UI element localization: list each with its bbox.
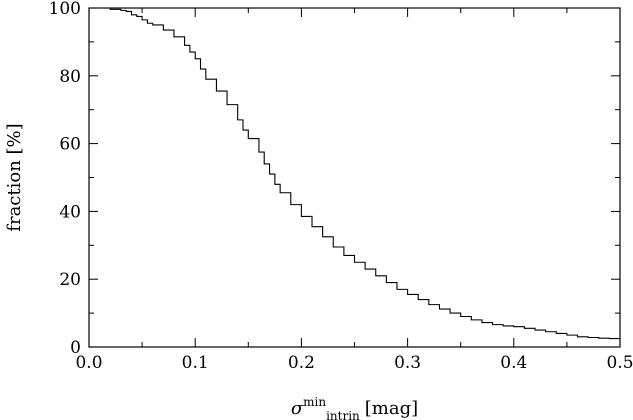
plot-frame <box>88 7 621 348</box>
y-axis-label: fraction [%] <box>4 123 25 231</box>
y-tick-labels: 0 20 40 60 80 100 <box>49 0 81 358</box>
x-axis-label-superscript: min <box>303 395 326 409</box>
y-tick-label: 80 <box>59 67 81 87</box>
y-tick-label: 100 <box>49 0 81 19</box>
tick-marks <box>88 7 621 348</box>
y-tick-label: 40 <box>59 202 81 222</box>
x-axis-label-unit: [mag] <box>365 398 418 419</box>
y-tick-label: 20 <box>59 270 81 290</box>
x-tick-label: 0.4 <box>500 353 527 373</box>
x-axis-label-subscript: intrin <box>326 409 360 420</box>
x-tick-label: 0.2 <box>288 353 315 373</box>
x-axis-label-symbol: σ <box>291 398 304 419</box>
x-tick-label: 0.0 <box>75 353 102 373</box>
x-tick-labels: 0.0 0.1 0.2 0.3 0.4 0.5 <box>75 353 633 373</box>
x-tick-label: 0.3 <box>394 353 421 373</box>
x-tick-label: 0.1 <box>182 353 209 373</box>
series-line-fraction-curve <box>89 7 620 340</box>
x-axis-label: σminintrin [mag] <box>291 395 418 420</box>
x-tick-label: 0.5 <box>606 353 633 373</box>
y-tick-label: 60 <box>59 135 81 155</box>
y-tick-label: 0 <box>70 338 81 358</box>
